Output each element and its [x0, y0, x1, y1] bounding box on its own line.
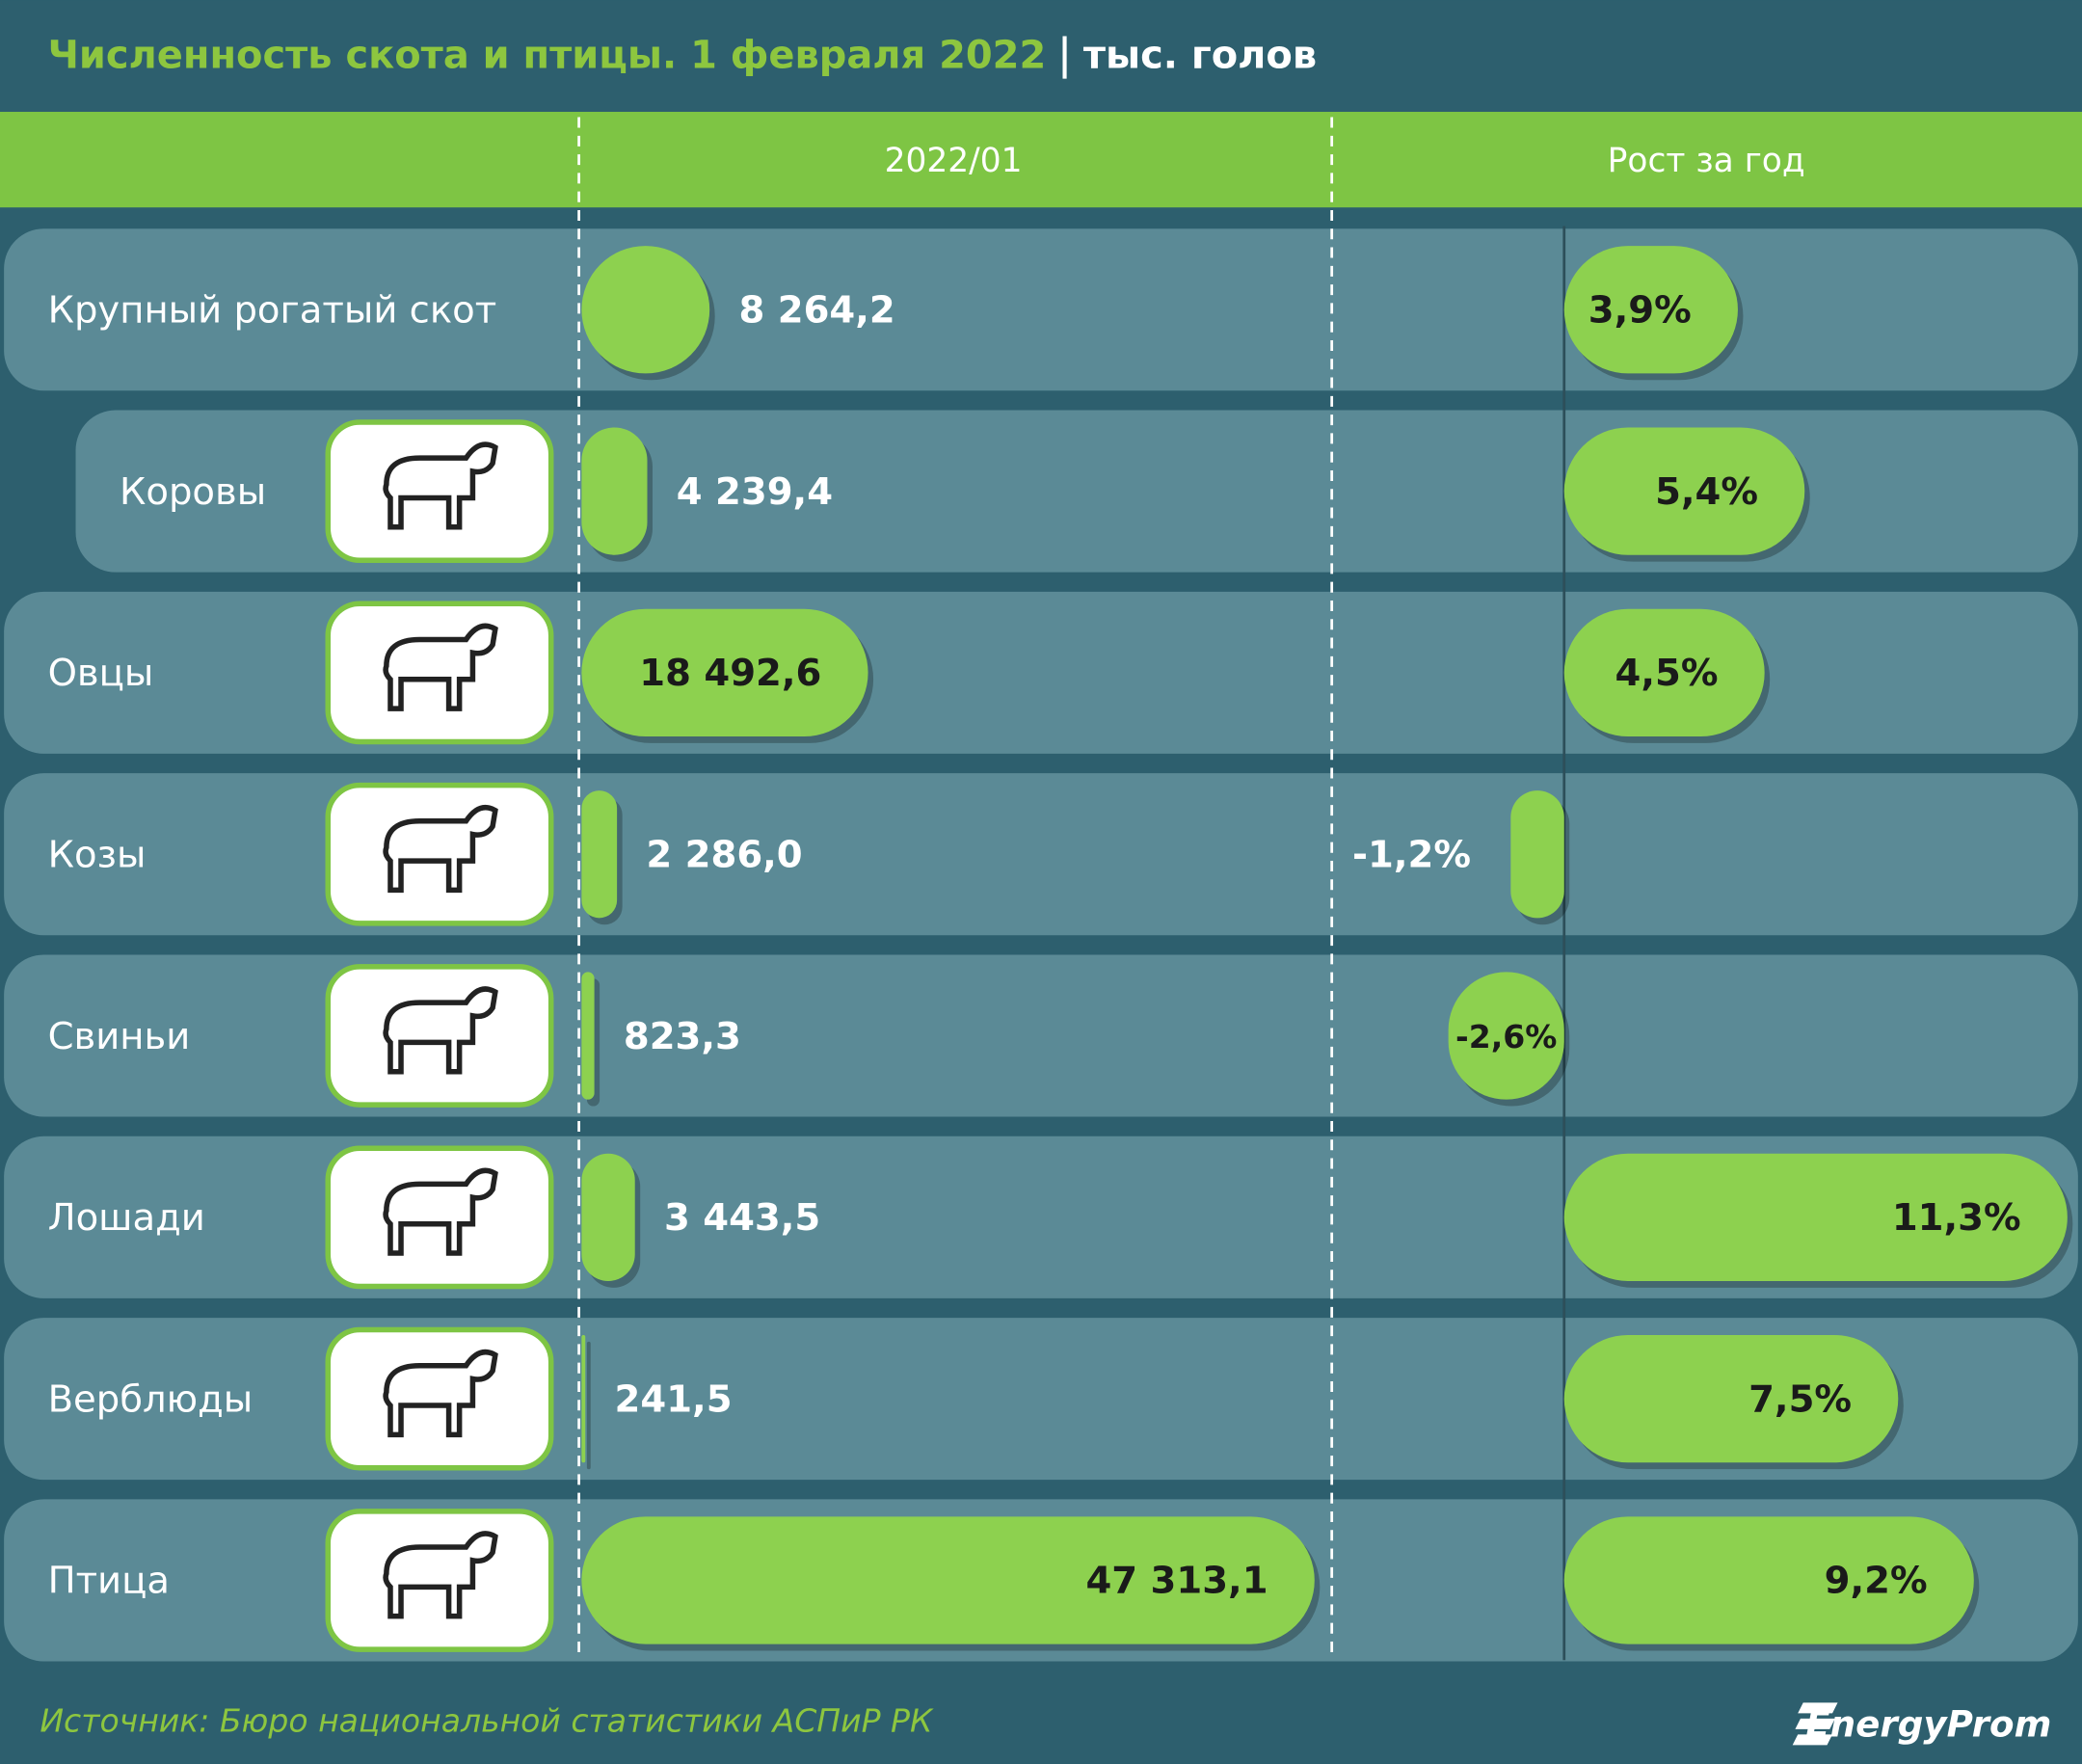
bar — [581, 427, 648, 555]
bar — [581, 246, 710, 374]
category-label: Крупный рогатый скот — [48, 289, 497, 333]
growth-label: -2,6% — [1455, 1018, 1557, 1056]
bar — [581, 1153, 635, 1281]
row-background — [4, 228, 2078, 391]
bar — [581, 1516, 1315, 1644]
value-label: 3 443,5 — [664, 1196, 820, 1240]
category-label: Козы — [48, 833, 147, 876]
icon-frame — [325, 1145, 554, 1290]
icon — [383, 441, 498, 530]
column-header: Рост за год — [1608, 142, 1805, 180]
icon-frame — [325, 419, 554, 563]
icon — [383, 805, 498, 894]
chart-title: Численность скота и птицы. 1 февраля 202… — [48, 34, 1047, 78]
bar-shadow — [586, 1341, 591, 1470]
bar — [1563, 1153, 2068, 1281]
value-label: 241,5 — [615, 1377, 733, 1421]
bar — [581, 608, 868, 737]
bar — [1563, 1516, 1974, 1644]
bar — [581, 1335, 586, 1463]
growth-label: 4,5% — [1615, 652, 1719, 695]
logo: EnergyProm — [1805, 1703, 2051, 1746]
bar — [1563, 608, 1765, 737]
growth-label: 5,4% — [1655, 470, 1758, 514]
growth-label: 11,3% — [1892, 1196, 2021, 1240]
category-label: Верблюды — [48, 1377, 254, 1421]
icon — [383, 1531, 498, 1619]
bars: 8 264,2 3,9% 4 239,4 5,4% 18 492,6 4,5% 2 286,… — [581, 246, 2073, 1651]
value-label: 47 313,1 — [1085, 1560, 1268, 1603]
value-label: 4 239,4 — [677, 470, 833, 514]
value-label: 823,3 — [624, 1015, 741, 1058]
bar — [1510, 790, 1564, 919]
icon-frame — [325, 782, 554, 926]
bar — [581, 972, 595, 1100]
bar — [1448, 972, 1564, 1100]
header-band — [0, 112, 2082, 208]
icon — [383, 1167, 498, 1256]
category-label: Лошади — [48, 1196, 205, 1240]
icon-frame — [325, 1326, 554, 1471]
column-header: 2022/01 — [885, 142, 1023, 180]
value-label: 18 492,6 — [639, 652, 821, 695]
logo-icon — [1792, 1702, 1838, 1746]
category-label: Коровы — [120, 470, 266, 514]
icon-frame — [325, 601, 554, 745]
icon — [383, 1349, 498, 1438]
bar — [1563, 1335, 1899, 1463]
unit: тыс. голов — [1083, 34, 1317, 78]
growth-label: -1,2% — [1352, 833, 1471, 876]
icon-frame — [325, 1509, 554, 1652]
source: Источник: Бюро национальной статистики А… — [40, 1701, 934, 1739]
icon-frame — [325, 964, 554, 1108]
category-label: Свиньи — [48, 1015, 191, 1058]
row-background — [75, 410, 2078, 573]
bar — [1563, 427, 1805, 555]
category-label: Овцы — [48, 652, 154, 695]
row-background — [4, 773, 2078, 936]
growth-label: 9,2% — [1825, 1560, 1928, 1603]
value-label: 8 264,2 — [738, 289, 894, 333]
icon — [383, 986, 498, 1075]
growth-label: 7,5% — [1748, 1377, 1852, 1421]
bar — [581, 790, 618, 919]
icon — [383, 623, 498, 711]
value-label: 2 286,0 — [646, 833, 802, 876]
bar — [1563, 246, 1738, 374]
category-label: Птица — [48, 1560, 170, 1603]
row-background — [4, 954, 2078, 1117]
growth-label: 3,9% — [1588, 289, 1692, 333]
